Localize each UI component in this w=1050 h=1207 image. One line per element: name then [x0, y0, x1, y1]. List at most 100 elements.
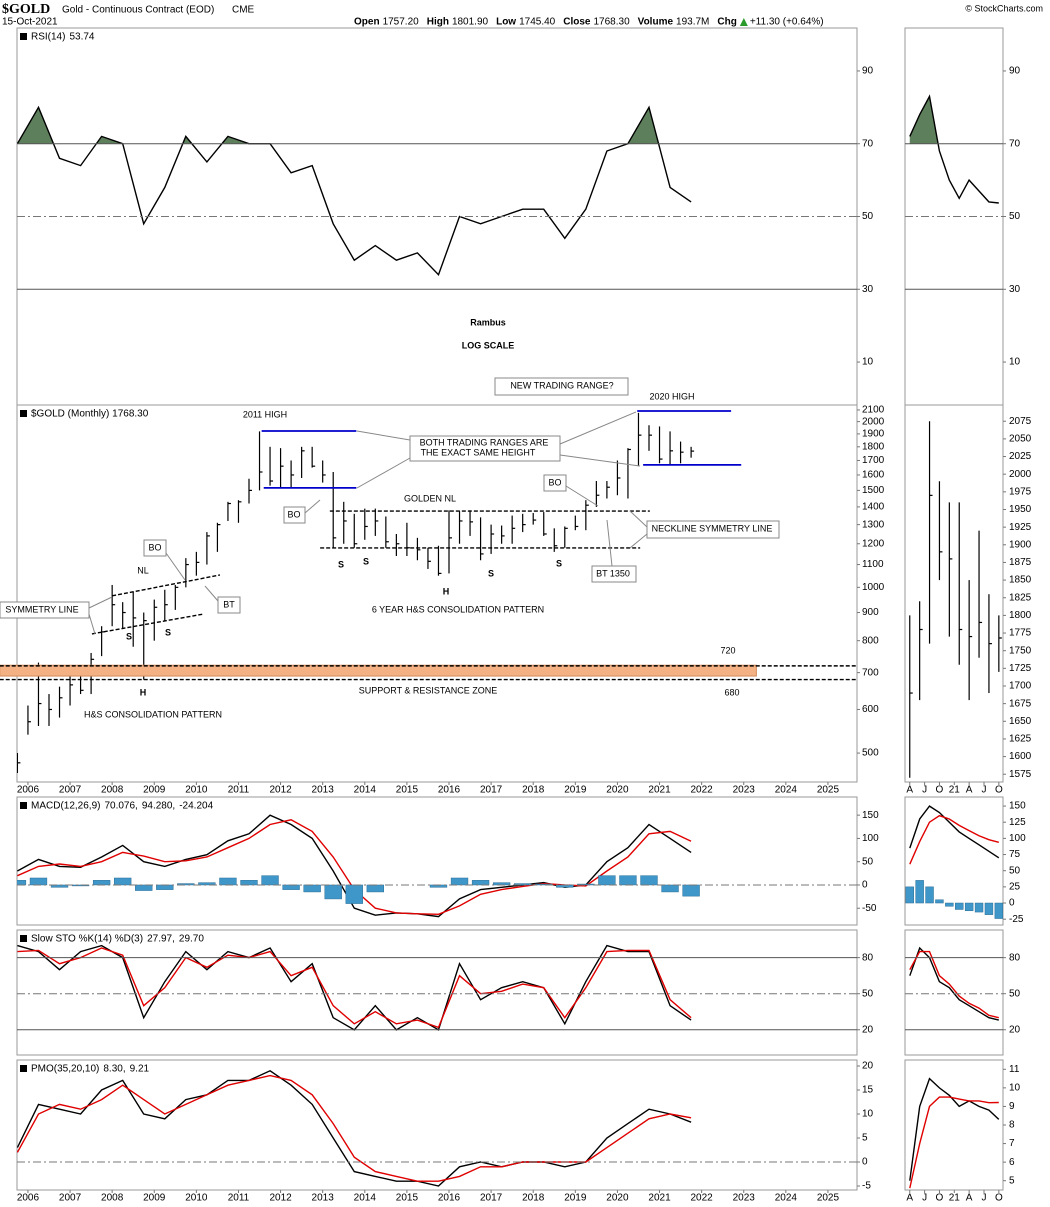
- histogram-bar: [450, 877, 469, 886]
- legend-value: 9.21: [130, 1064, 150, 1075]
- y-tick-label: 70: [862, 138, 874, 149]
- panel-title: Slow STO %K(14) %D(3): [31, 934, 143, 945]
- y-tick-label: 25: [1009, 881, 1021, 892]
- annotation: S: [363, 556, 369, 566]
- y-tick-label: 2000: [1009, 469, 1032, 480]
- plot-area: [909, 421, 1002, 778]
- y-tick-label: 90: [1009, 66, 1021, 77]
- histogram-bar: [303, 884, 321, 893]
- y-tick-label: 50: [862, 988, 874, 999]
- x-tick-label: 2011: [228, 785, 250, 796]
- quote-value: 1757.20: [383, 17, 420, 28]
- legend-icon: [20, 802, 27, 809]
- legend-value: 29.70: [179, 934, 204, 945]
- histogram-bar: [156, 884, 174, 890]
- x-tick-label: 21: [949, 1193, 961, 1204]
- y-tick-label: 150: [862, 810, 879, 821]
- y-tick-label: 10: [862, 1109, 874, 1120]
- legend-icon: [20, 410, 27, 417]
- panel-frame: [904, 1059, 1004, 1191]
- y-tick-label: 1875: [1009, 557, 1032, 568]
- y-tick-label: 11: [1009, 1064, 1020, 1075]
- x-tick-label: 2010: [185, 785, 208, 796]
- x-tick-label: 2021: [648, 1193, 671, 1204]
- annotation: S: [488, 568, 494, 578]
- trend-line: [91, 613, 204, 635]
- y-tick-label: 80: [862, 952, 874, 963]
- plot-area: [17, 105, 692, 276]
- x-tick-label: O: [995, 1193, 1003, 1204]
- x-tick-label: 2014: [354, 785, 377, 796]
- callout-box: [409, 435, 561, 462]
- y-tick-label: 1600: [862, 470, 885, 481]
- exchange: CME: [232, 5, 255, 16]
- y-tick-label: 1300: [862, 519, 885, 530]
- x-tick-label: A: [966, 1193, 973, 1204]
- histogram-bar: [345, 884, 363, 904]
- callout-pointer: [559, 411, 637, 445]
- histogram-bar: [955, 902, 964, 910]
- legend-icon: [20, 1065, 27, 1072]
- x-tick-label: 2019: [564, 785, 587, 796]
- x-tick-label: 2018: [522, 1193, 545, 1204]
- legend-icon: [20, 935, 27, 942]
- callout-box: [283, 506, 306, 524]
- y-tick-label: 90: [862, 66, 874, 77]
- annotation: 2020 HIGH: [649, 391, 694, 401]
- annotation: BOTH TRADING RANGES ARE: [420, 437, 549, 447]
- annotation: SUPPORT & RESISTANCE ZONE: [359, 685, 498, 695]
- x-tick-label: 2013: [312, 1193, 335, 1204]
- x-tick-label: O: [995, 785, 1003, 796]
- quote-label: Low: [496, 17, 516, 28]
- y-tick-label: 1750: [1009, 645, 1032, 656]
- series-line: [17, 944, 692, 1031]
- x-tick-label: 2007: [59, 785, 82, 796]
- annotation: LOG SCALE: [462, 340, 515, 350]
- y-tick-label: 50: [862, 856, 874, 867]
- x-tick-label: J: [922, 1193, 927, 1204]
- x-tick-label: J: [981, 1193, 986, 1204]
- y-tick-label: 1850: [1009, 575, 1032, 586]
- histogram-bar: [905, 886, 914, 904]
- plot-area: [905, 805, 1003, 919]
- y-tick-label: 80: [1009, 952, 1021, 963]
- x-tick-label: 2025: [817, 1193, 840, 1204]
- annotation: S: [165, 627, 171, 637]
- panel-frame: [16, 929, 858, 1056]
- y-tick-label: 2075: [1009, 416, 1032, 427]
- x-tick-label: 2018: [522, 785, 545, 796]
- x-tick-label: O: [936, 1193, 944, 1204]
- callout-pointer: [629, 533, 648, 549]
- y-tick-label: -5: [862, 1181, 871, 1192]
- x-tick-label: 2024: [775, 1193, 798, 1204]
- y-tick-label: 2025: [1009, 451, 1032, 462]
- annotation: S: [338, 559, 344, 569]
- x-tick-label: 2024: [775, 785, 798, 796]
- series-line: [17, 1074, 692, 1182]
- quote-value: 1801.90: [452, 17, 489, 28]
- y-tick-label: 50: [862, 211, 874, 222]
- quote-value: 193.7M: [676, 17, 709, 28]
- x-tick-label: 2023: [733, 1193, 756, 1204]
- legend-value: 53.74: [69, 32, 94, 43]
- y-tick-label: 2100: [862, 405, 885, 416]
- callout-pointer: [356, 430, 411, 441]
- y-tick-label: 20: [862, 1024, 874, 1035]
- annotation: BT: [223, 599, 235, 609]
- series-line: [909, 805, 1000, 859]
- histogram-bar: [994, 902, 1003, 919]
- y-tick-label: 75: [1009, 849, 1021, 860]
- y-tick-label: 500: [862, 748, 879, 759]
- x-tick-label: J: [922, 785, 927, 796]
- y-tick-label: 1900: [862, 429, 885, 440]
- histogram-bar: [177, 883, 195, 886]
- callout-pointer: [629, 510, 648, 528]
- panel-title: MACD(12,26,9): [31, 801, 100, 812]
- y-tick-label: 70: [1009, 138, 1021, 149]
- quote-value: 1745.40: [519, 17, 556, 28]
- panel-frame: [904, 796, 1004, 926]
- y-tick-label: 1825: [1009, 592, 1032, 603]
- y-tick-label: 800: [862, 635, 879, 646]
- annotation: BO: [287, 509, 300, 519]
